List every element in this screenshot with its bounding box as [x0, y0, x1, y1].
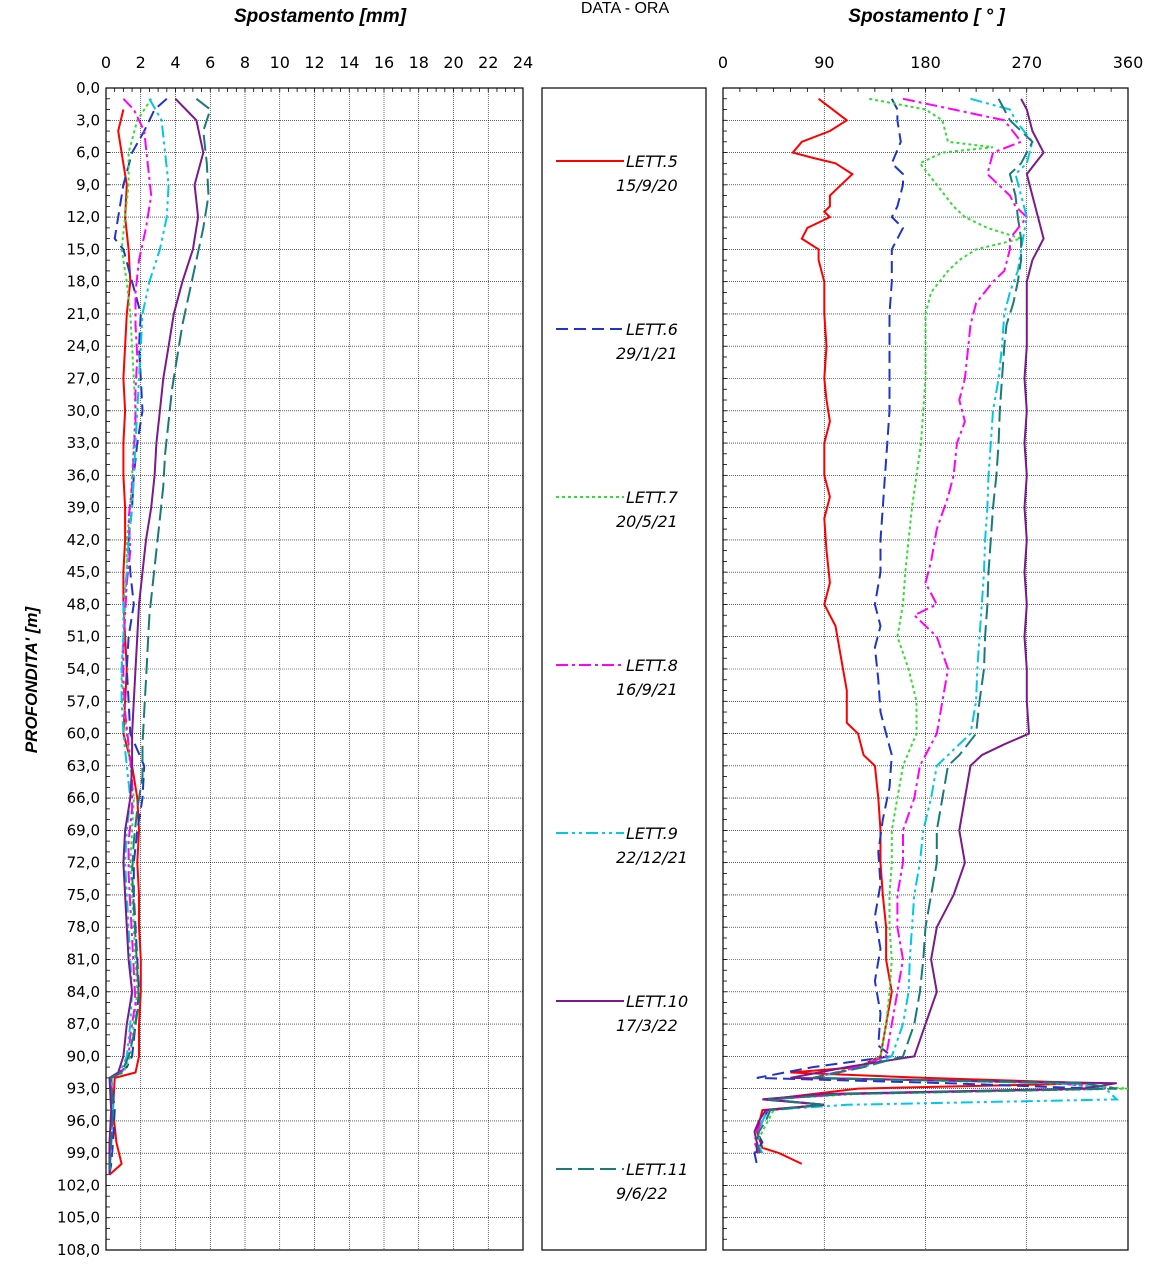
right-series-lett-10	[753, 98, 1117, 1154]
y-tick-label: 24,0	[67, 337, 100, 355]
legend-box	[541, 87, 707, 1251]
right-series-lett-11	[755, 98, 1117, 1154]
left-plot-frame	[105, 87, 524, 1251]
left-series-lett-9	[108, 98, 170, 1175]
legend-series-date: 20/5/21	[616, 512, 678, 531]
legend-series-date: 22/12/21	[616, 848, 688, 867]
y-tick-label: 87,0	[67, 1015, 100, 1033]
legend-series-date: 16/9/21	[616, 680, 678, 699]
left-x-tick-label: 20	[443, 53, 463, 72]
legend-series-date: 15/9/20	[616, 176, 678, 195]
left-x-tick-label: 8	[240, 53, 250, 72]
right-series-lett-9	[755, 97, 1120, 1154]
y-tick-label: 90,0	[67, 1047, 100, 1065]
y-tick-label: 12,0	[67, 208, 100, 226]
y-tick-label: 69,0	[67, 821, 100, 839]
legend-series-date: 17/3/22	[616, 1016, 678, 1035]
legend-title: DATA - ORA	[580, 0, 670, 17]
y-tick-label: 105,0	[57, 1209, 100, 1227]
left-x-tick-label: 18	[409, 53, 429, 72]
left-chart-title: Spostamento [mm]	[233, 6, 407, 27]
left-x-tick-label: 24	[513, 53, 533, 72]
right-plot-frame	[722, 87, 1129, 1251]
left-x-tick-label: 10	[270, 53, 290, 72]
y-tick-label: 93,0	[67, 1080, 100, 1098]
left-series-lett-5	[108, 109, 142, 1176]
y-tick-label: 15,0	[67, 240, 100, 258]
legend-series-name: LETT.7	[626, 488, 679, 507]
y-tick-label: 33,0	[67, 434, 100, 452]
left-x-tick-label: 0	[101, 53, 111, 72]
y-tick-label: 57,0	[67, 692, 100, 710]
y-tick-label: 30,0	[67, 402, 100, 420]
y-tick-label: 54,0	[67, 660, 100, 678]
right-x-tick-label: 90	[814, 53, 834, 72]
left-x-tick-label: 2	[136, 53, 146, 72]
y-tick-label: 84,0	[67, 983, 100, 1001]
left-x-tick-label: 12	[304, 53, 324, 72]
y-tick-label: 18,0	[67, 273, 100, 291]
legend-series-name: LETT.9	[626, 824, 678, 843]
y-tick-label: 78,0	[67, 918, 100, 936]
y-tick-label: 51,0	[67, 628, 100, 646]
y-tick-label: 48,0	[67, 595, 100, 613]
left-x-tick-label: 4	[170, 53, 180, 72]
y-tick-label: 81,0	[67, 951, 100, 969]
right-x-tick-label: 0	[718, 53, 728, 72]
y-tick-label: 66,0	[67, 789, 100, 807]
y-tick-label: 102,0	[57, 1176, 100, 1194]
left-series-lett-11	[108, 98, 212, 1175]
y-tick-label: 3,0	[76, 111, 100, 129]
legend-series-name: LETT.6	[626, 320, 678, 339]
right-x-tick-label: 180	[910, 53, 941, 72]
legend-series-name: LETT.5	[626, 152, 678, 171]
y-tick-label: 99,0	[67, 1144, 100, 1162]
y-tick-label: 45,0	[67, 563, 100, 581]
right-x-tick-label: 360	[1113, 53, 1144, 72]
y-tick-label: 6,0	[76, 144, 100, 162]
y-tick-label: 9,0	[76, 176, 100, 194]
right-series-lett-5	[755, 98, 1095, 1165]
left-x-tick-label: 14	[339, 53, 359, 72]
y-tick-label: 96,0	[67, 1112, 100, 1130]
legend-series-name: LETT.11	[626, 1160, 688, 1179]
legend-series-date: 9/6/22	[616, 1184, 668, 1203]
left-series-lett-10	[108, 98, 205, 1175]
y-tick-label: 39,0	[67, 499, 100, 517]
y-tick-label: 42,0	[67, 531, 100, 549]
legend-series-name: LETT.10	[626, 992, 688, 1011]
legend-series-date: 29/1/21	[616, 344, 678, 363]
legend-series-name: LETT.8	[626, 656, 678, 675]
right-x-tick-label: 270	[1011, 53, 1042, 72]
right-series-lett-6	[753, 98, 1095, 1165]
left-x-tick-label: 22	[478, 53, 498, 72]
left-x-tick-label: 6	[205, 53, 215, 72]
y-tick-label: 36,0	[67, 466, 100, 484]
y-tick-label: 108,0	[57, 1241, 100, 1259]
right-series-lett-8	[753, 97, 1106, 1154]
y-tick-label: 0,0	[76, 79, 100, 97]
right-series-lett-7	[755, 97, 1129, 1154]
y-tick-label: 63,0	[67, 757, 100, 775]
y-tick-label: 72,0	[67, 854, 100, 872]
right-chart-title: Spostamento [ ° ]	[848, 6, 1005, 27]
y-tick-label: 27,0	[67, 370, 100, 388]
y-tick-label: 75,0	[67, 886, 100, 904]
y-tick-label: 60,0	[67, 725, 100, 743]
left-x-tick-label: 16	[374, 53, 394, 72]
y-tick-label: 21,0	[67, 305, 100, 323]
